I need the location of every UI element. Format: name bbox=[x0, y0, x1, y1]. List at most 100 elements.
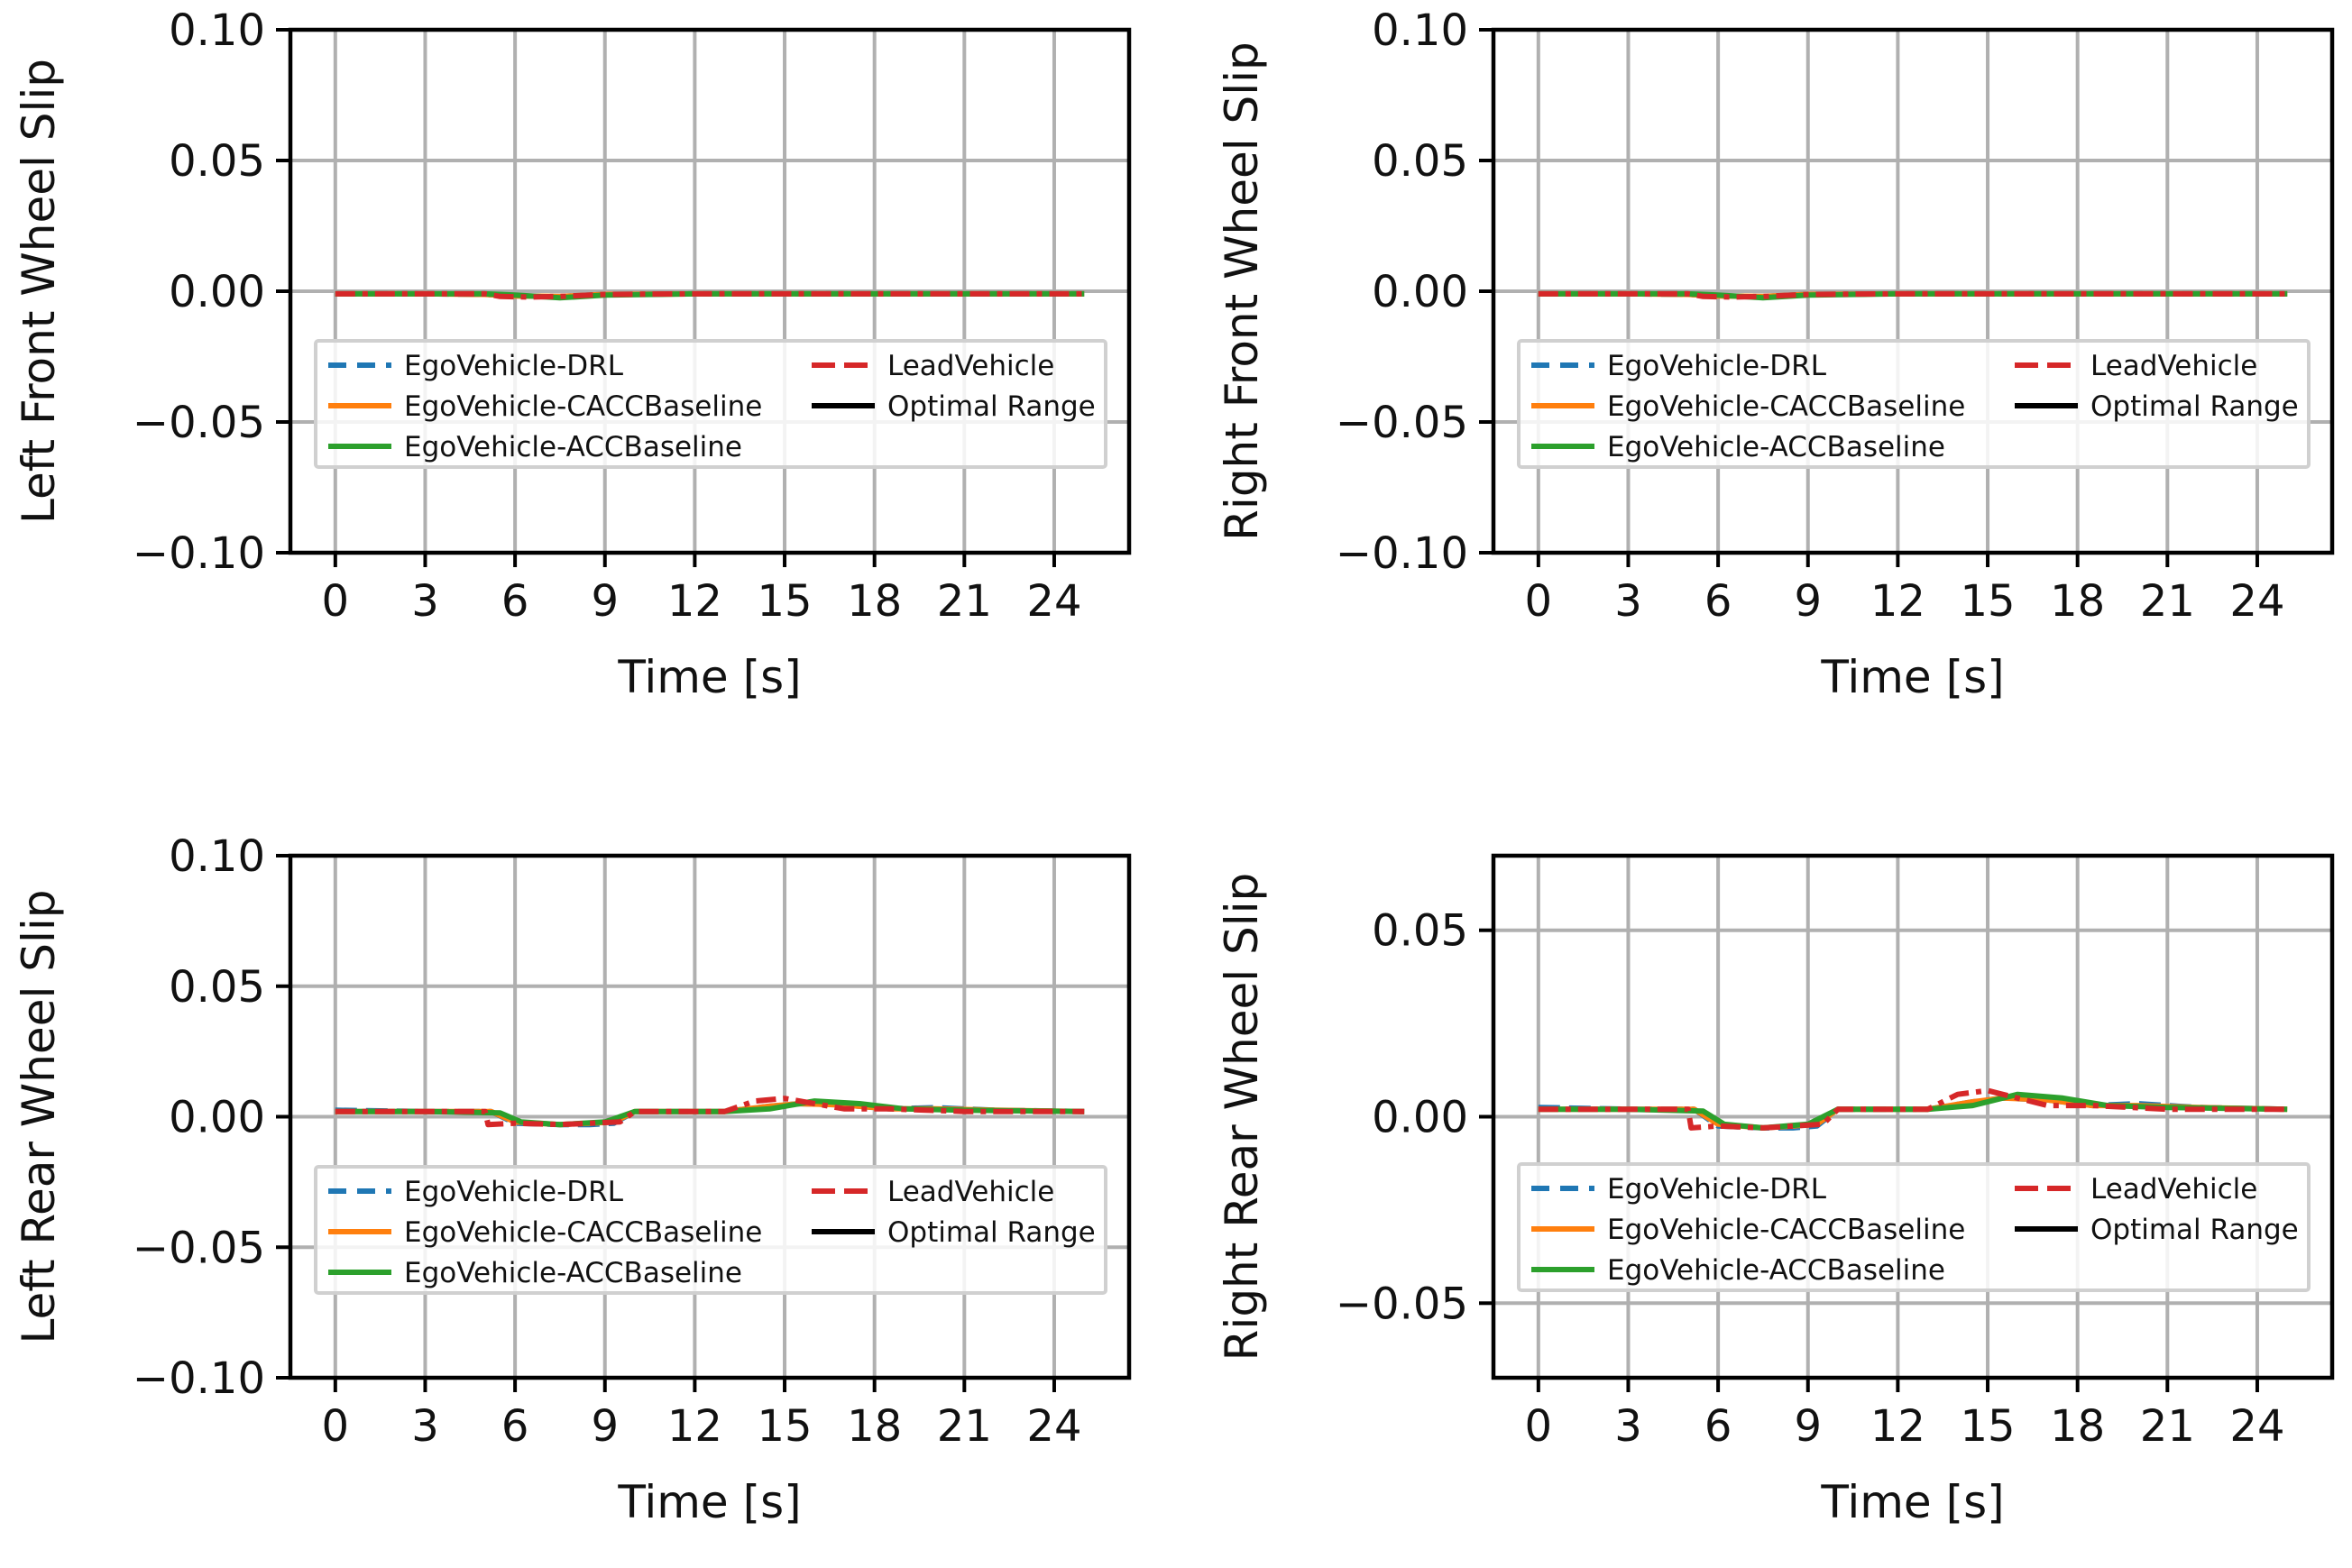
x-tick-label: 3 bbox=[1614, 1401, 1642, 1452]
x-axis-label: Time [s] bbox=[617, 651, 801, 703]
y-tick-label: 0.10 bbox=[1372, 5, 1468, 56]
legend-label: EgoVehicle-DRL bbox=[1607, 1173, 1827, 1206]
legend-label: LeadVehicle bbox=[887, 1176, 1054, 1208]
x-tick-label: 12 bbox=[1870, 1401, 1925, 1452]
legend: EgoVehicle-DRL EgoVehicle-CACCBaseline Ego… bbox=[1517, 1162, 2311, 1292]
x-tick-label: 3 bbox=[411, 576, 439, 627]
y-tick-label: 0.10 bbox=[169, 831, 265, 882]
y-tick-label: 0.05 bbox=[169, 136, 265, 187]
legend-label: LeadVehicle bbox=[2090, 1173, 2257, 1206]
x-tick-label: 21 bbox=[937, 1401, 992, 1452]
series-line-egovehicle-caccbaseline bbox=[1538, 1095, 2288, 1131]
y-tick-label: −0.05 bbox=[1336, 1279, 1468, 1329]
y-tick-label: 0.00 bbox=[169, 1093, 265, 1143]
legend-label: EgoVehicle-ACCBaseline bbox=[404, 1257, 742, 1289]
x-tick-label: 15 bbox=[757, 1401, 812, 1452]
x-tick-label: 0 bbox=[1525, 576, 1553, 627]
legend: EgoVehicle-DRL EgoVehicle-CACCBaseline Ego… bbox=[314, 339, 1107, 469]
y-tick-label: −0.05 bbox=[1336, 398, 1468, 448]
series-group bbox=[335, 290, 1085, 301]
legend-label: EgoVehicle-CACCBaseline bbox=[404, 1216, 762, 1249]
legend-label: Optimal Range bbox=[2090, 390, 2299, 423]
legend-box bbox=[314, 1165, 1107, 1295]
legend-label: Optimal Range bbox=[887, 390, 1096, 423]
x-tick-label: 12 bbox=[1870, 576, 1925, 627]
x-axis-label: Time [s] bbox=[1820, 1476, 2004, 1528]
y-tick-label: 0.05 bbox=[1372, 136, 1468, 187]
legend-label: EgoVehicle-CACCBaseline bbox=[404, 390, 762, 423]
x-tick-label: 15 bbox=[757, 576, 812, 627]
y-tick-label: −0.10 bbox=[133, 1353, 265, 1404]
series-group bbox=[1538, 1087, 2288, 1131]
series-line-leadvehicle bbox=[1538, 290, 2288, 300]
y-axis-label: Right Front Wheel Slip bbox=[1216, 41, 1268, 541]
x-tick-label: 24 bbox=[1026, 1401, 1081, 1452]
x-tick-label: 24 bbox=[2229, 576, 2284, 627]
legend-label: LeadVehicle bbox=[887, 350, 1054, 382]
x-tick-label: 6 bbox=[1704, 576, 1732, 627]
legend-label: EgoVehicle-CACCBaseline bbox=[1607, 390, 1965, 423]
y-tick-label: 0.00 bbox=[169, 267, 265, 317]
x-tick-label: 6 bbox=[501, 576, 529, 627]
x-tick-label: 3 bbox=[1614, 576, 1642, 627]
x-tick-label: 3 bbox=[411, 1401, 439, 1452]
x-tick-label: 24 bbox=[2229, 1401, 2284, 1452]
chart-panel-top-left: 0 3 6 9 12 15 18 21 24 0.10 0.05 0.00 −0.05 −0.10 Time… bbox=[13, 5, 1132, 703]
x-tick-label: 6 bbox=[501, 1401, 529, 1452]
chart-panel-bottom-left: 0 3 6 9 12 15 18 21 24 0.10 0.05 0.00 −0.05 −0.10 Time… bbox=[13, 831, 1132, 1528]
x-tick-label: 18 bbox=[2050, 1401, 2105, 1452]
legend-label: EgoVehicle-CACCBaseline bbox=[1607, 1214, 1965, 1246]
series-group bbox=[335, 1096, 1085, 1128]
y-axis-label: Left Rear Wheel Slip bbox=[13, 889, 65, 1343]
y-tick-label: 0.00 bbox=[1372, 267, 1468, 317]
y-axis-label: Left Front Wheel Slip bbox=[13, 59, 65, 524]
legend-box bbox=[1517, 339, 2311, 469]
series-line-leadvehicle bbox=[335, 290, 1085, 300]
y-tick-label: 0.05 bbox=[1372, 906, 1468, 957]
x-tick-label: 15 bbox=[1960, 576, 2015, 627]
series-group bbox=[1538, 290, 2288, 301]
legend-box bbox=[314, 339, 1107, 469]
x-tick-label: 24 bbox=[1026, 576, 1081, 627]
x-tick-label: 12 bbox=[667, 576, 722, 627]
x-axis-label: Time [s] bbox=[617, 1476, 801, 1528]
series-line-leadvehicle bbox=[1538, 1087, 2288, 1131]
legend-label: LeadVehicle bbox=[2090, 350, 2257, 382]
x-tick-label: 9 bbox=[1794, 576, 1822, 627]
y-tick-label: −0.10 bbox=[133, 528, 265, 579]
y-tick-label: −0.05 bbox=[133, 398, 265, 448]
x-tick-label: 12 bbox=[667, 1401, 722, 1452]
x-tick-label: 9 bbox=[1794, 1401, 1822, 1452]
x-tick-label: 21 bbox=[937, 576, 992, 627]
x-tick-label: 9 bbox=[591, 576, 619, 627]
y-tick-label: 0.05 bbox=[169, 962, 265, 1013]
y-tick-label: 0.00 bbox=[1372, 1093, 1468, 1143]
chart-panel-bottom-right: 0 3 6 9 12 15 18 21 24 0.05 0.00 −0.05 Time [s] Right… bbox=[1216, 853, 2335, 1528]
legend: EgoVehicle-DRL EgoVehicle-CACCBaseline Ego… bbox=[314, 1165, 1107, 1295]
legend-label: EgoVehicle-DRL bbox=[404, 350, 624, 382]
legend-label: Optimal Range bbox=[887, 1216, 1096, 1249]
y-tick-label: −0.10 bbox=[1336, 528, 1468, 579]
legend-label: EgoVehicle-ACCBaseline bbox=[404, 431, 742, 463]
y-tick-label: 0.10 bbox=[169, 5, 265, 56]
legend-label: EgoVehicle-ACCBaseline bbox=[1607, 431, 1945, 463]
legend-label: EgoVehicle-ACCBaseline bbox=[1607, 1254, 1945, 1287]
x-tick-label: 6 bbox=[1704, 1401, 1732, 1452]
x-tick-label: 0 bbox=[322, 1401, 350, 1452]
x-tick-label: 0 bbox=[322, 576, 350, 627]
series-line-leadvehicle bbox=[335, 1096, 1085, 1128]
legend-box bbox=[1517, 1162, 2311, 1292]
x-tick-label: 21 bbox=[2140, 576, 2195, 627]
series-line-egovehicle-drl bbox=[1538, 1095, 2288, 1131]
legend-label: EgoVehicle-DRL bbox=[404, 1176, 624, 1208]
x-axis-label: Time [s] bbox=[1820, 651, 2004, 703]
x-tick-label: 15 bbox=[1960, 1401, 2015, 1452]
series-line-egovehicle-accbaseline bbox=[1538, 1091, 2288, 1131]
legend-label: EgoVehicle-DRL bbox=[1607, 350, 1827, 382]
x-tick-label: 21 bbox=[2140, 1401, 2195, 1452]
x-tick-label: 0 bbox=[1525, 1401, 1553, 1452]
y-tick-label: −0.05 bbox=[133, 1223, 265, 1273]
x-tick-label: 9 bbox=[591, 1401, 619, 1452]
legend: EgoVehicle-DRL EgoVehicle-CACCBaseline Ego… bbox=[1517, 339, 2311, 469]
